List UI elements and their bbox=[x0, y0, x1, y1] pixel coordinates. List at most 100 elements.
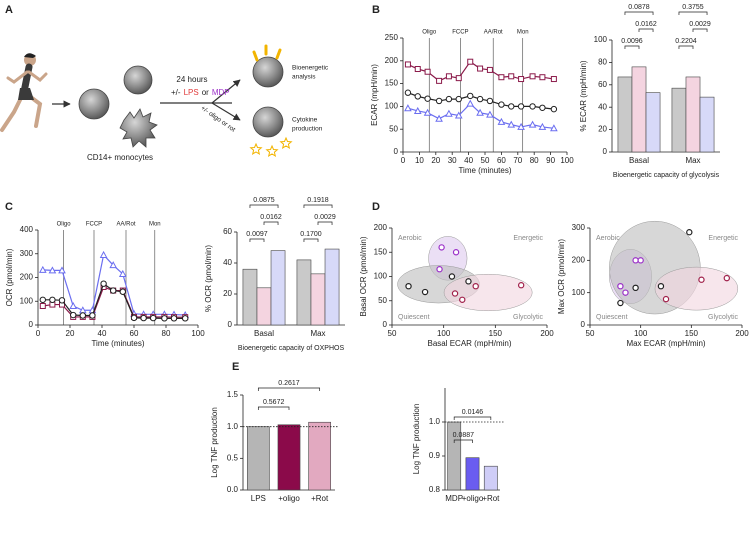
bar bbox=[270, 250, 286, 326]
y-tick-label: 50 bbox=[378, 296, 387, 305]
x-tick-label: +Rot bbox=[482, 494, 500, 503]
treatment-label: +/- LPS or MDP bbox=[171, 88, 230, 97]
x-tick-label: +oligo bbox=[278, 494, 300, 503]
marker bbox=[517, 103, 525, 110]
quadrant-label: Aerobic bbox=[398, 235, 422, 242]
bar bbox=[310, 273, 326, 326]
bar bbox=[277, 424, 301, 491]
y-axis-title: % ECAR (mpH/min) bbox=[579, 60, 588, 131]
cytokine-cell bbox=[249, 106, 293, 157]
x-tick-label: 50 bbox=[586, 329, 595, 338]
bar bbox=[256, 287, 272, 326]
quadrant-label: Glycolytic bbox=[513, 314, 543, 321]
marker bbox=[498, 74, 505, 81]
comparison-bracket bbox=[638, 28, 654, 32]
quadrant-label: Energetic bbox=[513, 235, 543, 242]
y-tick-label: 20 bbox=[223, 289, 232, 298]
p-value: 0.1918 bbox=[307, 197, 329, 204]
bar bbox=[483, 465, 498, 491]
marker bbox=[79, 312, 87, 319]
x-tick-label: 100 bbox=[560, 156, 574, 165]
comparison-bracket bbox=[263, 221, 279, 225]
bar bbox=[246, 426, 270, 491]
bar bbox=[324, 248, 340, 326]
bar bbox=[465, 457, 480, 491]
marker bbox=[508, 103, 515, 110]
y-tick-label: 200 bbox=[374, 223, 388, 232]
marker bbox=[49, 296, 56, 304]
monocytes bbox=[78, 65, 158, 148]
y-axis-title: % OCR (pmol/min) bbox=[204, 245, 213, 312]
y-axis-title: ECAR (mpH/min) bbox=[370, 64, 379, 126]
marker bbox=[445, 73, 452, 80]
marker bbox=[454, 111, 463, 119]
x-tick-label: 0 bbox=[401, 156, 406, 165]
bar bbox=[631, 66, 647, 153]
y-axis-title: Max OCR (pmol/min) bbox=[557, 239, 566, 314]
x-tick-label: 100 bbox=[191, 329, 205, 338]
x-axis-title: Basal ECAR (mpH/min) bbox=[427, 339, 511, 348]
p-value: 0.0162 bbox=[635, 21, 657, 28]
p-value: 0.3755 bbox=[682, 4, 704, 11]
marker bbox=[477, 65, 484, 72]
bar bbox=[645, 92, 661, 153]
x-tick-label: Max bbox=[310, 329, 325, 338]
bar bbox=[617, 76, 633, 153]
marker bbox=[518, 76, 525, 83]
y-tick-label: 100 bbox=[374, 272, 388, 281]
marker bbox=[424, 68, 431, 75]
y-tick-label: 0.5 bbox=[227, 453, 239, 462]
x-tick-label: 150 bbox=[489, 329, 503, 338]
x-tick-label: 20 bbox=[431, 156, 440, 165]
cells-label: CD14+ monocytes bbox=[87, 153, 153, 162]
marker bbox=[507, 120, 516, 128]
y-tick-label: 150 bbox=[374, 247, 388, 256]
comparison-bracket bbox=[303, 238, 319, 242]
x-tick-label: 100 bbox=[437, 329, 451, 338]
outcome-label: Cytokine bbox=[292, 117, 318, 124]
y-tick-label: 400 bbox=[20, 225, 34, 234]
comparison-bracket bbox=[678, 45, 694, 49]
y-tick-label: 50 bbox=[389, 124, 398, 133]
marker bbox=[445, 95, 453, 103]
marker bbox=[119, 288, 127, 295]
point bbox=[465, 278, 472, 285]
marker bbox=[423, 108, 432, 116]
y-tick-label: 0 bbox=[581, 320, 586, 329]
comparison-bracket bbox=[453, 416, 492, 420]
point bbox=[657, 283, 665, 290]
injection-label: Mon bbox=[517, 30, 529, 36]
panel-label: A bbox=[5, 4, 13, 16]
panel-label: E bbox=[232, 361, 239, 373]
bar bbox=[685, 76, 701, 153]
p-value: 0.2617 bbox=[278, 380, 300, 387]
y-tick-label: 60 bbox=[223, 227, 232, 236]
marker bbox=[497, 117, 506, 125]
marker bbox=[529, 103, 536, 110]
p-value: 0.0029 bbox=[689, 21, 711, 28]
y-tick-label: 60 bbox=[598, 80, 607, 89]
y-tick-label: 0.8 bbox=[429, 485, 441, 494]
point bbox=[632, 257, 639, 264]
branch-label: +/- oligo or rot bbox=[199, 105, 236, 134]
x-tick-label: 80 bbox=[530, 156, 539, 165]
y-tick-label: 250 bbox=[385, 33, 399, 42]
marker bbox=[476, 108, 484, 116]
y-tick-label: 1.0 bbox=[429, 417, 441, 426]
y-tick-label: 0 bbox=[228, 320, 233, 329]
point bbox=[637, 257, 644, 264]
marker bbox=[486, 110, 494, 118]
outcome-label: production bbox=[292, 126, 323, 133]
point bbox=[405, 283, 412, 290]
p-value: 0.0887 bbox=[453, 432, 475, 439]
injection-label: AA/Rot bbox=[116, 222, 135, 228]
y-axis-title: Log TNF production bbox=[412, 404, 421, 475]
quadrant-label: Quiescent bbox=[398, 314, 430, 321]
marker bbox=[550, 76, 557, 83]
x-tick-label: Max bbox=[685, 156, 700, 165]
marker bbox=[424, 95, 431, 102]
outcome-label: analysis bbox=[292, 74, 316, 81]
bar bbox=[242, 268, 258, 326]
marker bbox=[140, 314, 147, 322]
comparison-bracket bbox=[453, 439, 473, 443]
